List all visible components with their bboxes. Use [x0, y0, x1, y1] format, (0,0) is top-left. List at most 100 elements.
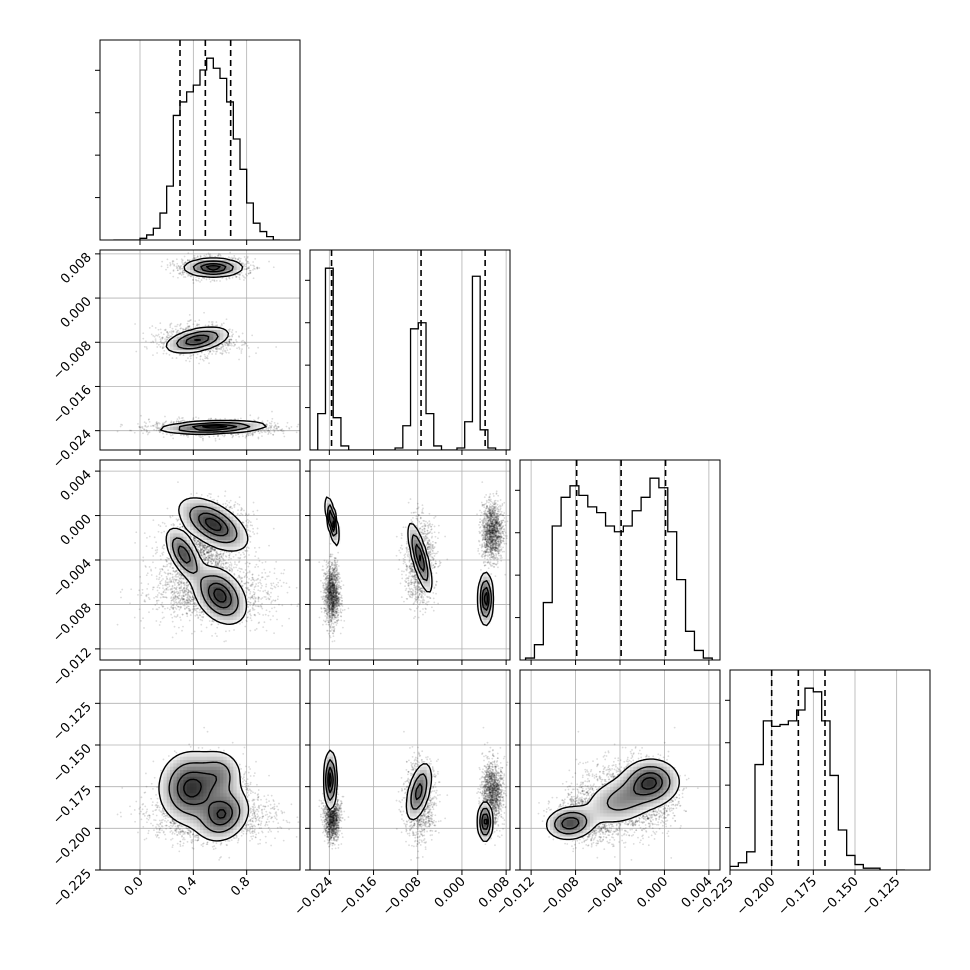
- scatter-point: [489, 531, 492, 534]
- scatter-point: [490, 547, 492, 549]
- scatter-point: [493, 532, 496, 535]
- density-cell: [176, 543, 181, 547]
- density-cell: [196, 530, 201, 534]
- scatter-point: [164, 415, 166, 418]
- scatter-point: [491, 541, 494, 544]
- scatter-point: [253, 608, 256, 611]
- scatter-point: [493, 506, 495, 508]
- scatter-point: [182, 591, 184, 593]
- scatter-point: [236, 513, 239, 515]
- scatter-point: [176, 614, 179, 616]
- scatter-point: [140, 426, 143, 429]
- scatter-point: [182, 604, 185, 607]
- scatter-point: [181, 525, 184, 528]
- density-cell: [190, 556, 194, 561]
- density-cell: [226, 616, 231, 621]
- scatter-point: [489, 509, 492, 512]
- density-cell: [196, 563, 201, 567]
- density-cell: [190, 530, 194, 534]
- scatter-point: [155, 541, 157, 544]
- scatter-point: [196, 540, 199, 543]
- scatter-point: [273, 425, 276, 428]
- density-cell: [230, 533, 234, 537]
- scatter-point: [210, 557, 213, 560]
- density-cell: [216, 340, 221, 344]
- scatter-point: [178, 331, 181, 334]
- scatter-point: [256, 267, 259, 270]
- scatter-point: [496, 519, 499, 522]
- scatter-point: [494, 540, 497, 542]
- scatter-point: [241, 521, 244, 524]
- density-cell: [186, 426, 191, 431]
- scatter-point: [144, 565, 147, 567]
- density-cell: [183, 550, 187, 554]
- scatter-point: [242, 551, 244, 554]
- density-cell: [220, 603, 224, 607]
- density-cell: [173, 343, 177, 347]
- scatter-point: [490, 518, 493, 520]
- scatter-point: [145, 346, 148, 349]
- density-cell: [190, 333, 194, 337]
- density-cell: [236, 616, 241, 621]
- scatter-point: [488, 511, 491, 513]
- density-cell: [170, 340, 174, 344]
- scatter-point: [193, 602, 196, 605]
- scatter-point: [489, 503, 492, 506]
- scatter-point: [250, 585, 253, 587]
- scatter-point: [176, 590, 178, 593]
- scatter-point: [166, 258, 169, 261]
- scatter-point: [491, 543, 494, 546]
- scatter-point: [491, 507, 493, 510]
- scatter-point: [490, 534, 493, 537]
- density-cell: [240, 613, 244, 617]
- scatter-point: [489, 529, 492, 531]
- scatter-point: [257, 346, 260, 349]
- density-cell: [203, 503, 207, 507]
- scatter-point: [489, 519, 492, 522]
- scatter-point: [488, 527, 491, 530]
- scatter-point: [491, 547, 494, 550]
- scatter-point: [493, 558, 496, 561]
- density-cell: [193, 550, 197, 554]
- scatter-point: [486, 534, 488, 537]
- density-cell: [230, 536, 234, 541]
- density-cell: [203, 606, 207, 611]
- scatter-point: [166, 331, 169, 334]
- density-cell: [190, 576, 194, 581]
- scatter-point: [147, 593, 150, 596]
- scatter-point: [180, 598, 182, 600]
- scatter-point: [486, 551, 488, 553]
- density-cell: [173, 340, 177, 344]
- scatter-point: [481, 503, 484, 506]
- scatter-point: [486, 558, 489, 561]
- scatter-point: [203, 311, 205, 314]
- scatter-point: [487, 498, 490, 501]
- scatter-point: [201, 619, 204, 622]
- scatter-point: [195, 543, 197, 546]
- scatter-point: [238, 576, 241, 578]
- scatter-point: [494, 548, 497, 550]
- density-cell: [183, 336, 187, 341]
- scatter-point: [491, 549, 494, 551]
- scatter-point: [492, 525, 495, 528]
- scatter-point: [169, 326, 172, 329]
- scatter-point: [180, 597, 183, 600]
- scatter-point: [171, 591, 173, 593]
- scatter-point: [492, 528, 495, 531]
- scatter-point: [490, 552, 493, 555]
- scatter-point: [196, 324, 199, 327]
- scatter-point: [215, 555, 218, 558]
- scatter-point: [207, 559, 210, 562]
- scatter-point: [496, 523, 499, 526]
- density-cell: [223, 513, 227, 517]
- scatter-point: [177, 579, 180, 582]
- scatter-point: [487, 550, 490, 553]
- scatter-point: [261, 572, 264, 574]
- scatter-point: [207, 550, 210, 553]
- scatter-point: [179, 599, 182, 601]
- scatter-point: [494, 529, 497, 532]
- scatter-point: [266, 419, 269, 422]
- scatter-point: [492, 527, 495, 530]
- scatter-point: [248, 570, 251, 573]
- scatter-point: [155, 422, 158, 425]
